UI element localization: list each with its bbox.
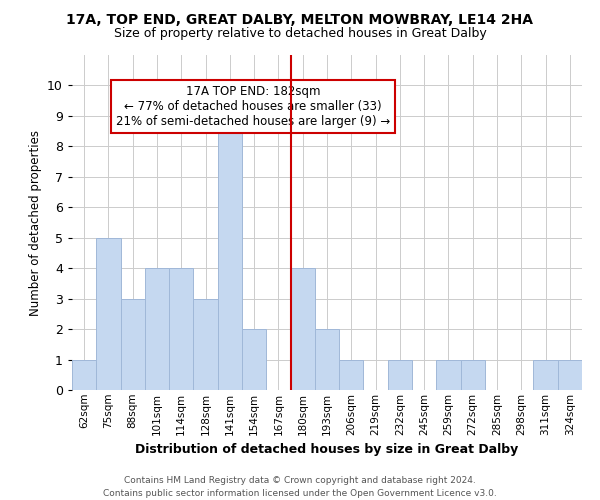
Bar: [169, 268, 193, 390]
Bar: [558, 360, 582, 390]
Y-axis label: Number of detached properties: Number of detached properties: [29, 130, 41, 316]
Bar: [533, 360, 558, 390]
Bar: [290, 268, 315, 390]
Bar: [193, 298, 218, 390]
Bar: [72, 360, 96, 390]
Bar: [436, 360, 461, 390]
Text: Size of property relative to detached houses in Great Dalby: Size of property relative to detached ho…: [113, 28, 487, 40]
Bar: [145, 268, 169, 390]
Bar: [218, 116, 242, 390]
Bar: [315, 329, 339, 390]
Bar: [388, 360, 412, 390]
Text: 17A TOP END: 182sqm
← 77% of detached houses are smaller (33)
21% of semi-detach: 17A TOP END: 182sqm ← 77% of detached ho…: [116, 85, 390, 128]
Bar: [339, 360, 364, 390]
X-axis label: Distribution of detached houses by size in Great Dalby: Distribution of detached houses by size …: [136, 443, 518, 456]
Bar: [121, 298, 145, 390]
Text: 17A, TOP END, GREAT DALBY, MELTON MOWBRAY, LE14 2HA: 17A, TOP END, GREAT DALBY, MELTON MOWBRA…: [67, 12, 533, 26]
Bar: [461, 360, 485, 390]
Text: Contains HM Land Registry data © Crown copyright and database right 2024.
Contai: Contains HM Land Registry data © Crown c…: [103, 476, 497, 498]
Bar: [242, 329, 266, 390]
Bar: [96, 238, 121, 390]
